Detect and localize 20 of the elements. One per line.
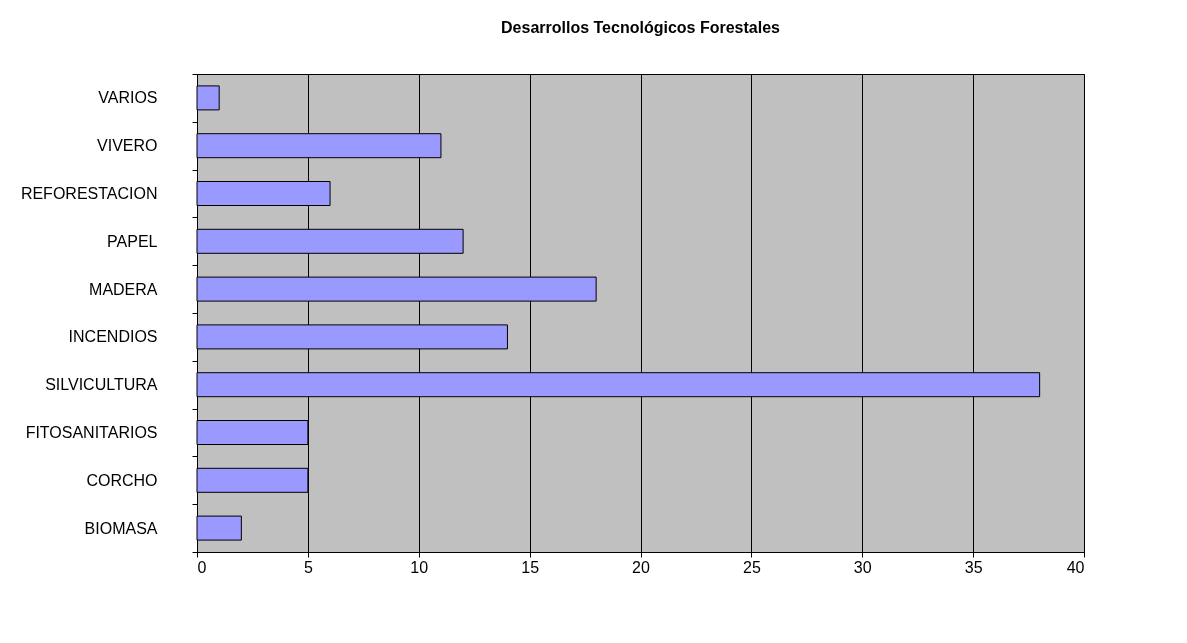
x-tick-label: 40 <box>1066 558 1085 576</box>
y-tick-label: SILVICULTURA <box>45 376 158 394</box>
y-tick-label: VIVERO <box>97 137 158 155</box>
x-tick-label: 20 <box>632 558 650 576</box>
x-tick-label: 35 <box>964 558 983 576</box>
x-tick-label: 5 <box>303 558 313 576</box>
x-tick-label: 25 <box>742 558 761 576</box>
y-tick-label: BIOMASA <box>84 519 158 537</box>
y-tick-label: MADERA <box>89 280 158 298</box>
chart-title: Desarrollos Tecnológicos Forestales <box>501 19 781 36</box>
y-tick-label: CORCHO <box>86 471 158 489</box>
x-tick-label: 15 <box>521 558 540 576</box>
y-tick-label: PAPEL <box>107 232 158 250</box>
x-tick-label: 10 <box>410 558 429 576</box>
x-tick-label: 30 <box>853 558 872 576</box>
y-tick-label: INCENDIOS <box>68 328 158 346</box>
x-tick-label: 0 <box>197 558 207 576</box>
y-tick-label: REFORESTACION <box>20 185 158 202</box>
y-tick-label: FITOSANITARIOS <box>25 424 158 441</box>
y-tick-label: VARIOS <box>98 89 158 107</box>
